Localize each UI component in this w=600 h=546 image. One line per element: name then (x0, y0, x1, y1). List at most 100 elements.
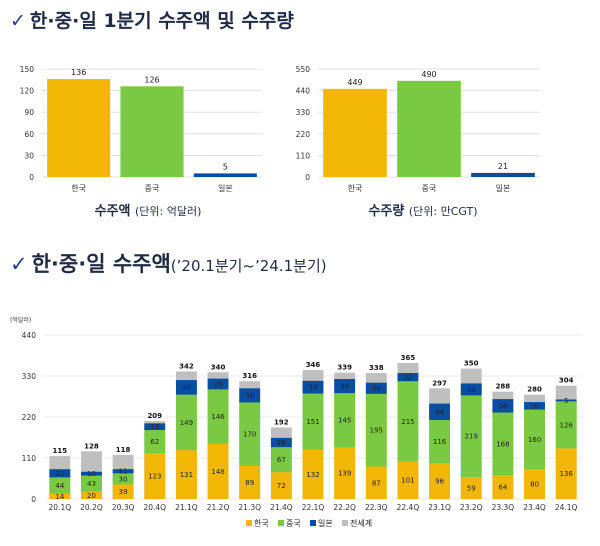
bar-segment (270, 472, 292, 499)
bar-segment (492, 412, 514, 476)
y-tick-label: 30 (24, 151, 34, 160)
legend-label: 일본 (318, 519, 333, 528)
segment-label: 170 (243, 431, 256, 439)
bar-segment (239, 388, 261, 403)
checkmark-icon: ✓ (10, 252, 28, 276)
segment-label: 215 (401, 418, 414, 426)
segment-label: 14 (55, 493, 64, 501)
total-label: 365 (401, 354, 416, 362)
bar-segment (175, 380, 197, 395)
bar-segment (302, 380, 324, 394)
y-tick-label: 150 (20, 65, 35, 74)
x-tick-label: 20.4Q (143, 503, 166, 512)
legend-swatch (278, 520, 284, 526)
x-tick-label: 중국 (145, 184, 160, 193)
legend-swatch (342, 520, 348, 526)
bar-segment (81, 475, 102, 492)
data-label: 21 (498, 162, 508, 171)
x-tick-label: 23.3Q (492, 503, 515, 512)
total-label: 350 (464, 360, 479, 368)
total-label: 128 (84, 442, 99, 450)
segment-label: 145 (338, 417, 351, 425)
bar-segment (81, 471, 102, 476)
bar-segment (49, 477, 71, 494)
segment-label: 89 (245, 479, 254, 487)
segment-label: 39 (119, 488, 128, 496)
bar-segment (302, 449, 324, 499)
segment-label: 168 (496, 440, 509, 448)
bar-segment (492, 399, 514, 413)
segment-label: 151 (306, 418, 319, 426)
total-label: 192 (274, 418, 289, 426)
bar-segment (524, 469, 545, 499)
bar-segment (239, 402, 261, 466)
bar-segment (144, 453, 166, 499)
bar-segment (112, 484, 134, 499)
total-label: 297 (432, 379, 447, 387)
segment-label: 139 (338, 470, 351, 478)
x-tick-label: 20.1Q (49, 503, 72, 512)
segment-label: 30 (119, 475, 128, 483)
legend-swatch (246, 520, 252, 526)
total-label: 338 (369, 364, 384, 372)
segment-label: 18 (150, 423, 159, 431)
data-label: 490 (421, 70, 436, 79)
segment-label: 136 (559, 470, 573, 478)
segment-label: 30 (372, 385, 381, 393)
checkmark-icon: ✓ (10, 10, 26, 32)
segment-label: 160 (528, 436, 541, 444)
total-label: 316 (242, 372, 257, 380)
section-title-quarterly: ✓ 한·중·일 수주액(’20.1분기~’24.1분기) (10, 248, 327, 278)
x-tick-label: 한국 (71, 184, 86, 193)
bar-segment (207, 443, 229, 499)
y-tick-label: 440 (22, 331, 37, 340)
segment-label: 72 (277, 482, 286, 490)
x-tick-label: 20.3Q (112, 503, 135, 512)
segment-label: 25 (277, 439, 286, 447)
total-label: 342 (179, 363, 194, 371)
bar-segment (207, 378, 229, 390)
bar-segment (49, 493, 71, 499)
y-tick-label: 330 (296, 108, 311, 117)
x-tick-label: 일본 (218, 184, 233, 193)
y-tick-label: 120 (20, 87, 35, 96)
segment-label: 149 (180, 419, 193, 427)
segment-label: 11 (119, 468, 128, 476)
segment-label: 64 (498, 484, 507, 492)
bar-segment (270, 447, 292, 473)
y-tick-label: 330 (22, 372, 37, 381)
chart-title-main: 수주량 (368, 204, 408, 219)
section-title-text: 한·중·일 수주액 (31, 252, 171, 276)
segment-label: 32 (467, 386, 476, 394)
segment-label: 146 (211, 413, 225, 421)
total-label: 346 (306, 361, 321, 369)
segment-label: 34 (309, 384, 318, 392)
y-tick-label: 0 (31, 495, 36, 504)
bar-segment (207, 389, 229, 444)
segment-label: 10 (87, 470, 96, 478)
bar-segment (49, 469, 71, 478)
bar-segment (397, 381, 419, 462)
segment-label: 20 (87, 492, 96, 500)
bar-segment (270, 437, 292, 448)
y-tick-label: 550 (296, 65, 311, 74)
bar-segment (460, 383, 482, 396)
segment-label: 87 (372, 479, 381, 487)
bar-segment (81, 491, 102, 499)
x-tick-label: 21.2Q (207, 503, 230, 512)
bar-segment (144, 423, 166, 431)
segment-label: 43 (87, 480, 96, 488)
x-tick-label: 24.1Q (555, 503, 578, 512)
bar-segment (524, 402, 545, 410)
data-label: 5 (223, 162, 228, 171)
segment-label: 219 (465, 433, 478, 441)
segment-label: 101 (401, 477, 414, 485)
x-tick-label: 일본 (496, 184, 511, 193)
x-tick-label: 22.3Q (365, 503, 388, 512)
x-tick-label: 23.1Q (428, 503, 451, 512)
bar-segment (365, 382, 387, 394)
data-label: 136 (71, 68, 86, 77)
total-label: 209 (147, 412, 162, 420)
bar-segment (397, 373, 419, 382)
segment-label: 20 (530, 402, 539, 410)
